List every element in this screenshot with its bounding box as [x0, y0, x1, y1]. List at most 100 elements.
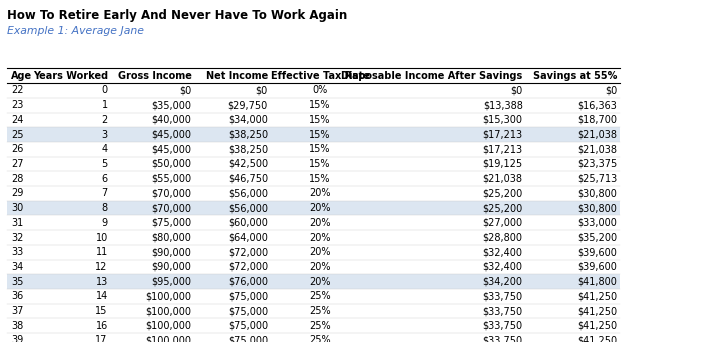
- Text: $72,000: $72,000: [228, 262, 268, 272]
- Text: 15%: 15%: [309, 115, 331, 125]
- Bar: [7, 230, 620, 245]
- Bar: [7, 98, 620, 113]
- Bar: [7, 83, 620, 98]
- Text: $41,250: $41,250: [577, 306, 617, 316]
- Text: $0: $0: [256, 86, 268, 95]
- Bar: [7, 157, 620, 171]
- Text: $13,388: $13,388: [483, 100, 523, 110]
- Text: $100,000: $100,000: [146, 321, 191, 331]
- Text: $75,000: $75,000: [151, 218, 191, 228]
- Bar: [7, 215, 620, 230]
- Text: $17,213: $17,213: [483, 130, 523, 140]
- Text: $21,038: $21,038: [483, 174, 523, 184]
- Text: 6: 6: [102, 174, 108, 184]
- Text: $40,000: $40,000: [151, 115, 191, 125]
- Text: 11: 11: [95, 247, 108, 257]
- Text: 5: 5: [101, 159, 108, 169]
- Text: 3: 3: [102, 130, 108, 140]
- Text: 20%: 20%: [309, 188, 331, 198]
- Text: 15%: 15%: [309, 144, 331, 154]
- Text: 12: 12: [95, 262, 108, 272]
- Text: 20%: 20%: [309, 203, 331, 213]
- Text: 20%: 20%: [309, 247, 331, 257]
- Text: 13: 13: [95, 277, 108, 287]
- Text: Savings at 55%: Savings at 55%: [533, 71, 617, 81]
- Text: $75,000: $75,000: [228, 321, 268, 331]
- Text: 22: 22: [11, 86, 23, 95]
- Text: $34,200: $34,200: [483, 277, 523, 287]
- Text: $39,600: $39,600: [577, 247, 617, 257]
- Text: $33,750: $33,750: [483, 321, 523, 331]
- Bar: [7, 142, 620, 157]
- Text: 33: 33: [11, 247, 23, 257]
- Text: 30: 30: [11, 203, 23, 213]
- Text: 35: 35: [11, 277, 23, 287]
- Text: 39: 39: [11, 336, 23, 342]
- Text: 32: 32: [11, 233, 23, 242]
- Text: $23,375: $23,375: [577, 159, 617, 169]
- Text: $45,000: $45,000: [151, 144, 191, 154]
- Text: $75,000: $75,000: [228, 336, 268, 342]
- Text: $80,000: $80,000: [151, 233, 191, 242]
- Text: Age: Age: [11, 71, 32, 81]
- Text: $100,000: $100,000: [146, 306, 191, 316]
- Text: Years Worked: Years Worked: [33, 71, 108, 81]
- Text: $38,250: $38,250: [228, 130, 268, 140]
- Text: $55,000: $55,000: [151, 174, 191, 184]
- Text: Gross Income: Gross Income: [118, 71, 191, 81]
- Text: $76,000: $76,000: [228, 277, 268, 287]
- Bar: [7, 113, 620, 127]
- Text: Effective Tax Rate: Effective Tax Rate: [271, 71, 369, 81]
- Text: 15%: 15%: [309, 174, 331, 184]
- Text: $100,000: $100,000: [146, 291, 191, 301]
- Bar: [7, 333, 620, 342]
- Text: $33,000: $33,000: [577, 218, 617, 228]
- Text: $75,000: $75,000: [228, 306, 268, 316]
- Text: $29,750: $29,750: [228, 100, 268, 110]
- Text: 1: 1: [102, 100, 108, 110]
- Text: $72,000: $72,000: [228, 247, 268, 257]
- Text: 2: 2: [101, 115, 108, 125]
- Text: $28,800: $28,800: [483, 233, 523, 242]
- Text: $35,200: $35,200: [577, 233, 617, 242]
- Text: $56,000: $56,000: [228, 203, 268, 213]
- Text: $70,000: $70,000: [151, 203, 191, 213]
- Text: 7: 7: [101, 188, 108, 198]
- Bar: [7, 289, 620, 304]
- Text: $41,250: $41,250: [577, 321, 617, 331]
- Text: $56,000: $56,000: [228, 188, 268, 198]
- Text: $25,713: $25,713: [577, 174, 617, 184]
- Text: $18,700: $18,700: [577, 115, 617, 125]
- Text: $50,000: $50,000: [151, 159, 191, 169]
- Text: $21,038: $21,038: [577, 144, 617, 154]
- Text: $34,000: $34,000: [228, 115, 268, 125]
- Text: 20%: 20%: [309, 277, 331, 287]
- Bar: [7, 304, 620, 318]
- Bar: [7, 201, 620, 215]
- Text: 29: 29: [11, 188, 23, 198]
- Text: 25%: 25%: [309, 321, 331, 331]
- Bar: [7, 127, 620, 142]
- Bar: [7, 68, 620, 83]
- Text: $35,000: $35,000: [151, 100, 191, 110]
- Text: 25%: 25%: [309, 336, 331, 342]
- Text: 20%: 20%: [309, 233, 331, 242]
- Text: $32,400: $32,400: [483, 247, 523, 257]
- Text: $17,213: $17,213: [483, 144, 523, 154]
- Text: $41,800: $41,800: [577, 277, 617, 287]
- Text: 24: 24: [11, 115, 23, 125]
- Bar: [7, 171, 620, 186]
- Text: $90,000: $90,000: [151, 247, 191, 257]
- Text: 28: 28: [11, 174, 23, 184]
- Text: How To Retire Early And Never Have To Work Again: How To Retire Early And Never Have To Wo…: [7, 9, 347, 22]
- Text: $0: $0: [179, 86, 191, 95]
- Text: 37: 37: [11, 306, 23, 316]
- Text: 8: 8: [102, 203, 108, 213]
- Text: $0: $0: [510, 86, 523, 95]
- Text: $32,400: $32,400: [483, 262, 523, 272]
- Text: 25%: 25%: [309, 291, 331, 301]
- Text: $90,000: $90,000: [151, 262, 191, 272]
- Text: $70,000: $70,000: [151, 188, 191, 198]
- Text: 20%: 20%: [309, 218, 331, 228]
- Text: 0%: 0%: [312, 86, 328, 95]
